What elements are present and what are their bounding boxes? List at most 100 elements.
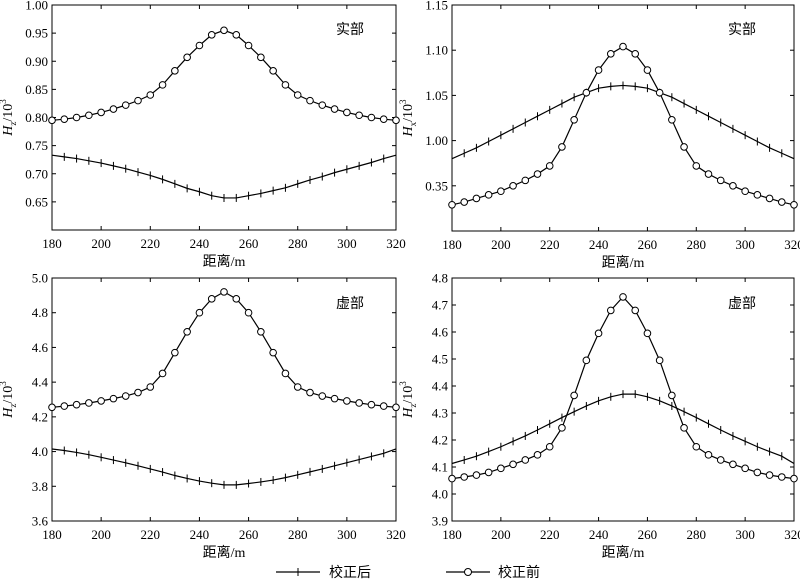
y-axis-label: Hz/103 (0, 381, 18, 419)
data-point-before (741, 187, 749, 196)
data-point-before (777, 198, 786, 206)
data-point-before (765, 471, 774, 479)
data-point-before (582, 88, 591, 97)
data-point-before (631, 306, 640, 315)
y-axis-label: Hx/103 (398, 99, 418, 138)
y-tick-label: 4.4 (32, 375, 49, 390)
y-axis-label-rest: /10 (1, 104, 16, 122)
y-tick-label: 4.6 (432, 325, 449, 340)
y-tick-label: 4.7 (432, 298, 449, 313)
data-point-before (533, 451, 542, 459)
data-point-before (257, 328, 265, 336)
data-point-before (448, 474, 456, 483)
data-point-before (367, 113, 376, 122)
y-axis-label-main: H (401, 407, 416, 419)
data-point-before (195, 308, 204, 317)
x-tick-label: 220 (540, 237, 560, 252)
x-tick-label: 300 (337, 527, 357, 542)
data-point-before (497, 187, 505, 196)
data-point-before (655, 356, 664, 365)
x-tick-label: 240 (589, 527, 609, 542)
series-line-after (451, 393, 795, 465)
y-axis-label-sup: 3 (398, 381, 408, 386)
x-tick-label: 300 (735, 237, 755, 252)
x-tick-label: 260 (638, 527, 658, 542)
x-tick-label: 220 (141, 236, 161, 251)
data-point-before (220, 26, 228, 35)
data-point-before (330, 394, 339, 403)
x-tick-label: 240 (190, 527, 210, 542)
x-tick-label: 300 (735, 527, 755, 542)
data-point-before (558, 424, 566, 432)
x-tick-label: 200 (491, 237, 511, 252)
data-point-before (753, 191, 762, 199)
y-tick-label: 3.6 (32, 514, 49, 529)
data-point-before (509, 460, 517, 469)
data-point-before (97, 397, 105, 405)
x-tick-label: 260 (239, 527, 259, 542)
data-point-before (484, 191, 493, 199)
series-after (451, 81, 795, 163)
data-point-before (269, 348, 277, 357)
data-point-before (460, 198, 469, 206)
data-point-before (244, 41, 253, 50)
data-point-before (521, 456, 530, 464)
y-axis-label-sup: 3 (0, 99, 8, 104)
data-point-before (109, 105, 118, 113)
data-point-before (392, 403, 400, 412)
data-point-before (606, 50, 615, 58)
data-point-before (558, 143, 566, 151)
y-tick-label: 4.0 (432, 487, 448, 502)
x-tick-label: 320 (784, 237, 800, 252)
panel-annotation: 实部 (728, 22, 756, 38)
data-point-before (232, 295, 241, 303)
data-point-before (109, 394, 118, 403)
plot-frame (451, 4, 795, 232)
data-point-before (171, 348, 179, 357)
data-point-before (619, 293, 627, 301)
data-point-before (570, 116, 578, 124)
data-point-before (220, 288, 228, 296)
data-point-before (318, 101, 327, 109)
x-axis-label: 距离/m (602, 254, 645, 271)
y-axis-label-sub: x (408, 121, 418, 126)
y-axis-label: Hz/103 (398, 381, 418, 419)
y-axis-label-sup: 3 (0, 381, 8, 386)
x-axis-label: 距离/m (203, 544, 246, 561)
data-point-before (146, 91, 155, 99)
y-tick-label: 4.8 (32, 305, 48, 320)
x-tick-label: 280 (288, 527, 308, 542)
data-point-before (790, 474, 798, 483)
y-tick-label: 4.0 (32, 444, 48, 459)
y-axis-label-sub: z (8, 404, 18, 408)
y-tick-label: 4.2 (432, 433, 448, 448)
x-tick-label: 320 (784, 527, 800, 542)
x-tick-label: 320 (386, 527, 406, 542)
plot-frame (451, 277, 795, 522)
data-point-before (631, 50, 640, 58)
y-tick-label: 0.65 (25, 194, 48, 209)
y-tick-label: 1.10 (425, 43, 448, 58)
data-point-before (48, 116, 56, 125)
y-tick-label: 0.75 (25, 138, 48, 153)
x-tick-label: 300 (337, 236, 357, 251)
data-point-before (668, 391, 676, 400)
x-tick-label: 280 (288, 236, 308, 251)
panel-annotation: 实部 (336, 22, 364, 38)
y-tick-label: 0.35 (425, 178, 448, 193)
data-point-before (704, 170, 713, 178)
plot-frame (51, 277, 397, 522)
data-point-before (183, 53, 191, 62)
x-tick-label: 200 (91, 527, 111, 542)
legend-before-label: 校正前 (498, 564, 540, 581)
data-point-before (158, 369, 167, 378)
y-axis-label-rest: /10 (401, 386, 416, 404)
data-point-before (729, 182, 737, 190)
data-point-before (753, 468, 762, 477)
data-point-before (281, 81, 290, 89)
data-point-before (60, 402, 69, 410)
data-point-before (765, 194, 774, 203)
data-point-before (72, 400, 81, 409)
y-tick-label: 1.00 (25, 0, 48, 13)
data-point-before (729, 460, 737, 469)
